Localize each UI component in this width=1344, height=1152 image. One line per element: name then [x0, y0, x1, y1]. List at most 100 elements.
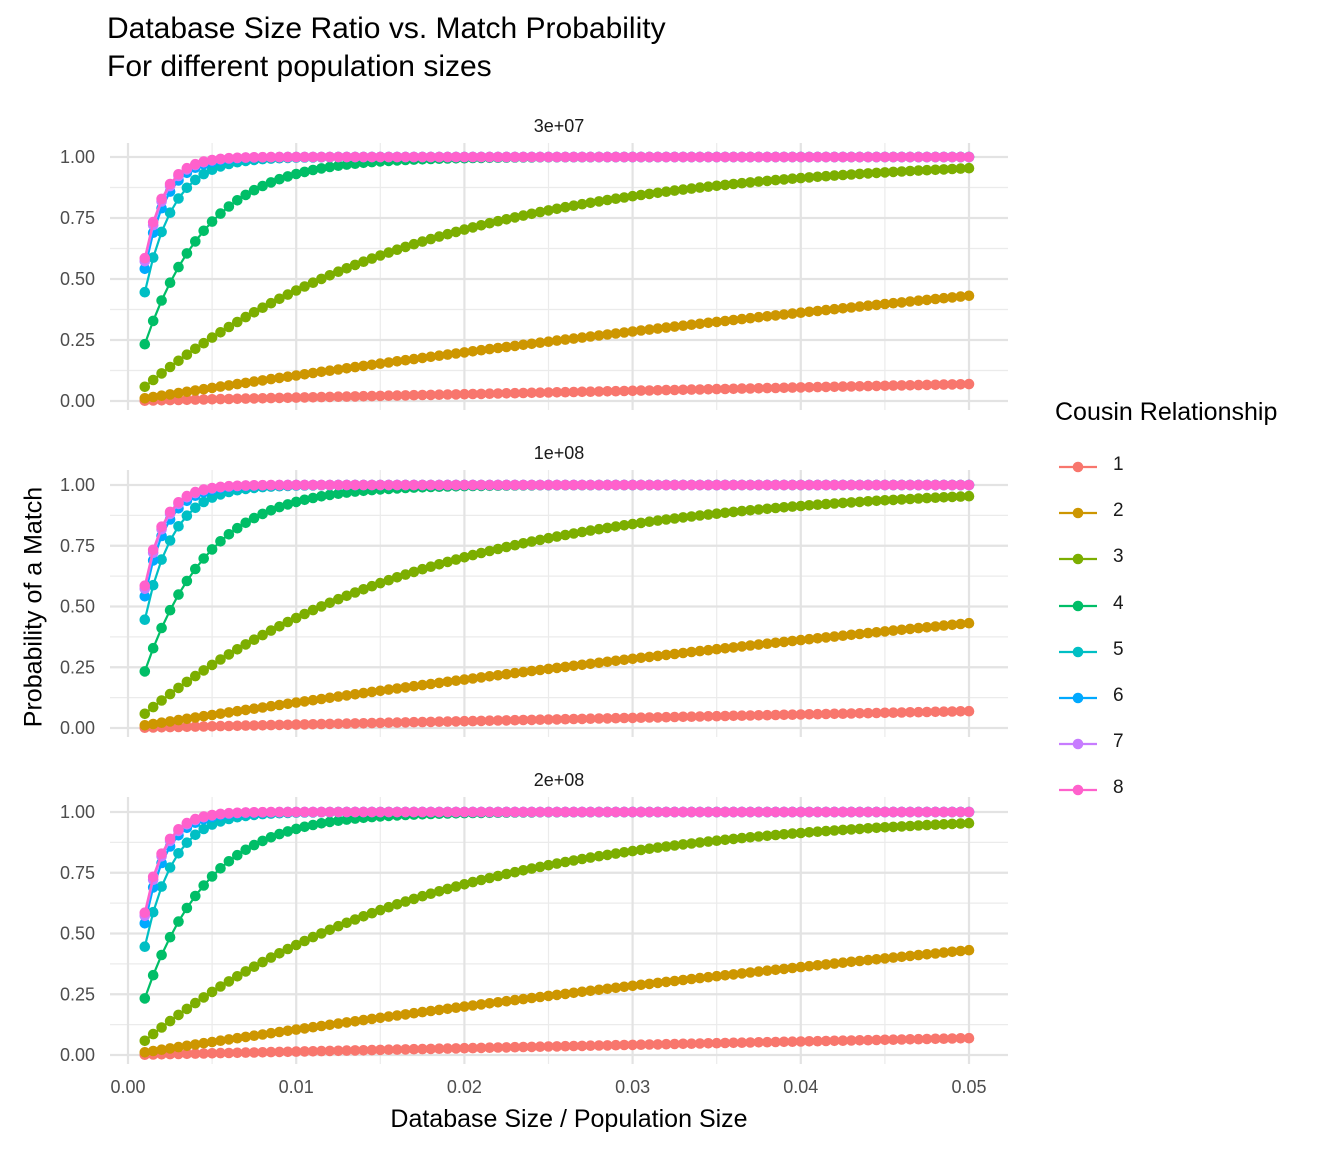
data-point: [417, 806, 428, 818]
data-point: [349, 1045, 361, 1056]
data-point: [391, 244, 403, 255]
data-point: [778, 151, 790, 163]
data-point: [719, 151, 731, 163]
data-point: [778, 709, 790, 721]
data-point: [509, 212, 521, 223]
data-point: [686, 511, 697, 522]
data-point: [190, 1039, 201, 1050]
data-point: [417, 1006, 428, 1018]
data-point: [820, 632, 832, 643]
data-point: [248, 703, 260, 714]
data-point: [652, 1039, 664, 1050]
data-point: [669, 975, 680, 987]
data-point: [888, 166, 899, 178]
data-point: [147, 315, 159, 327]
data-point: [366, 806, 378, 818]
data-point: [904, 296, 916, 307]
data-point: [904, 806, 916, 818]
data-point: [946, 151, 958, 163]
data-point: [820, 806, 832, 818]
data-point: [829, 303, 840, 315]
data-point: [846, 824, 857, 835]
data-point: [820, 151, 832, 163]
data-point: [232, 152, 243, 164]
data-point: [341, 159, 353, 170]
data-point: [526, 714, 537, 726]
data-point: [593, 479, 605, 491]
data-point: [610, 848, 622, 859]
y-tick-label: 0.25: [60, 984, 95, 1004]
data-point: [534, 534, 546, 546]
data-point: [820, 708, 832, 720]
data-point: [358, 390, 369, 402]
data-point: [644, 151, 655, 163]
y-tick-label: 0.25: [60, 330, 95, 350]
data-point: [610, 193, 622, 204]
data-point: [206, 809, 218, 821]
data-point: [803, 500, 815, 511]
data-point: [551, 989, 563, 1001]
data-point: [770, 964, 781, 976]
data-point: [223, 529, 235, 540]
data-point: [248, 720, 260, 731]
data-point: [787, 173, 798, 184]
data-point: [963, 151, 975, 163]
data-point: [274, 1026, 285, 1038]
data-point: [955, 1033, 966, 1044]
data-point: [333, 151, 344, 163]
data-point: [223, 707, 235, 718]
data-point: [938, 947, 950, 958]
data-point: [644, 806, 655, 818]
data-point: [232, 720, 243, 732]
data-point: [736, 1037, 748, 1048]
data-point: [837, 303, 849, 314]
data-point: [955, 291, 966, 302]
x-axis-label: Database Size / Population Size: [390, 1105, 748, 1133]
data-point: [156, 881, 167, 892]
data-point: [433, 716, 445, 727]
data-point: [492, 670, 504, 681]
data-point: [770, 479, 781, 491]
data-point: [316, 273, 327, 285]
data-point: [930, 293, 941, 305]
data-point: [711, 383, 722, 395]
data-point: [879, 298, 891, 310]
data-point: [164, 389, 176, 400]
x-tick-label: 0.01: [279, 1077, 314, 1097]
data-point: [534, 337, 546, 349]
data-point: [795, 1036, 807, 1047]
facet-panel-3: 2e+08 0.00 0.25 0.50 0.75 1.00: [60, 770, 1008, 1065]
data-point: [198, 992, 209, 1003]
data-point: [425, 151, 437, 163]
data-point: [854, 151, 865, 163]
data-point: [518, 714, 529, 726]
data-point: [156, 848, 167, 859]
data-point: [333, 718, 344, 730]
series-2: [139, 944, 975, 1058]
data-point: [686, 646, 697, 658]
data-point: [803, 151, 815, 163]
data-point: [475, 220, 487, 231]
data-point: [341, 391, 353, 402]
data-point: [223, 1047, 235, 1059]
data-point: [459, 151, 470, 163]
data-point: [921, 819, 933, 831]
data-point: [181, 394, 193, 406]
data-point: [248, 184, 260, 196]
data-point: [139, 591, 151, 602]
data-point: [728, 806, 739, 818]
data-point: [324, 1019, 336, 1031]
data-point: [341, 690, 353, 701]
x-tick-label: 0.00: [110, 1077, 145, 1097]
data-point: [736, 806, 748, 818]
data-point: [829, 708, 840, 720]
data-point: [803, 172, 815, 183]
data-point: [467, 549, 479, 561]
data-point: [627, 653, 638, 665]
data-point: [215, 1047, 226, 1059]
data-point: [753, 504, 764, 515]
data-point: [290, 1024, 302, 1035]
data-point: [846, 708, 857, 719]
data-point: [417, 1043, 428, 1055]
data-point: [921, 1033, 933, 1045]
